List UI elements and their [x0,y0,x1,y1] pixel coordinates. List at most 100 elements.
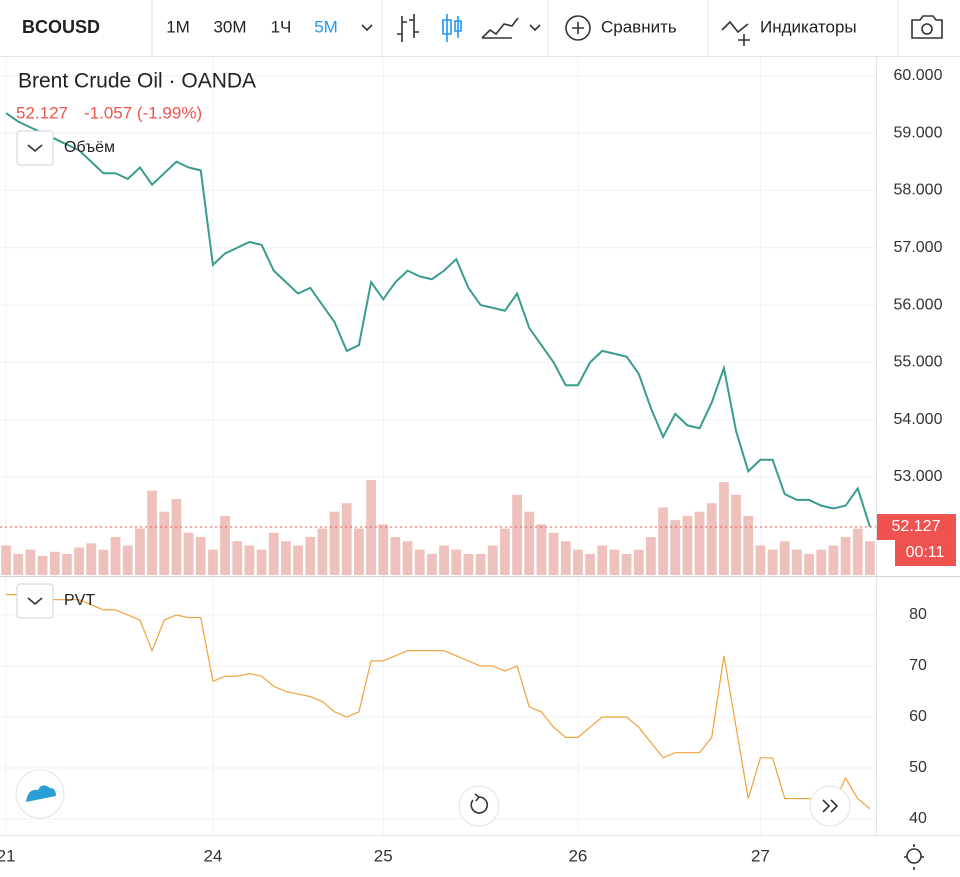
y-tick-label: 80 [909,606,927,623]
y-tick-label: 59.000 [894,124,943,141]
camera-icon[interactable] [911,15,943,39]
interval[interactable]: 1M [166,17,190,36]
last-price-label: 52.127 [892,518,941,535]
indicators-icon[interactable] [721,20,750,46]
volume-bar [414,549,425,575]
volume-bar [62,553,72,575]
chevron[interactable] [529,24,541,32]
volume-bar [305,537,316,575]
plot-area: 21 24 25 26 27 60.000 59.000 58.000 57.000 56.000… [0,58,956,865]
volume-bar [585,553,595,575]
series-line [6,593,871,810]
volume-bar [779,541,790,575]
volume-bar [293,545,303,575]
x-tick-label: 26 [568,846,587,865]
series-line [5,112,871,528]
volume-bar [621,553,632,575]
volume-bar [256,549,267,575]
countdown-tag [895,540,956,567]
volume-bar [451,549,462,575]
volume-bar [354,528,364,575]
x-tick-label: 24 [203,846,222,865]
volume-bar [122,545,133,575]
y-tick-label: 60.000 [894,67,943,84]
compare-plus[interactable] [572,22,584,34]
y-tick-label: 57.000 [894,239,943,256]
volume-bar [548,532,559,575]
collapse-button[interactable] [16,583,54,619]
y-tick-label: 55.000 [894,354,943,371]
volume-bar [317,528,328,575]
volume-bar [439,545,449,575]
volume-bar [852,528,863,575]
indicators-button[interactable]: Индикаторы [760,17,857,36]
volume-bar [792,549,802,575]
volume-bar [731,494,741,575]
collapse-button[interactable] [16,130,54,166]
volume-bar [208,549,218,575]
y-tick-label: 60 [909,708,927,725]
volume-bar [573,549,583,575]
pvt-legend: PVT [64,592,95,609]
y-tick-label: 70 [909,657,927,674]
volume-bar [865,541,875,575]
volume-bar [646,537,656,575]
compare-button[interactable]: Сравнить [601,17,677,36]
volume-bar [341,503,352,575]
reset-button[interactable] [458,785,500,827]
camera-lens[interactable] [921,23,933,35]
volume-bar [609,549,620,575]
volume-bar [427,553,437,575]
settings-icon[interactable] [904,844,924,870]
volume-bar [597,545,608,575]
volume-bar [633,549,644,575]
volume-bar [743,515,754,575]
volume-bar [37,556,48,575]
volume-bar [1,545,11,575]
volume-bar [682,515,693,575]
volume-bar [828,545,839,575]
area-icon[interactable] [481,17,519,39]
volume-bar [74,547,84,575]
logo-icon [26,785,56,802]
volume-bar [86,543,97,575]
x-tick-label: 27 [751,846,770,865]
symbol[interactable]: BCOUSD [22,17,100,37]
y-tick-label: 40 [909,810,927,827]
scroll-icon[interactable] [822,799,839,813]
y-tick-label: 53.000 [894,468,943,485]
volume-bar [220,515,230,575]
volume-bar [658,507,668,575]
volume-bar [402,541,413,575]
interval-active[interactable]: 5M [314,17,338,36]
chevron[interactable] [361,24,373,32]
compare-icon[interactable] [565,15,591,41]
volume-bar [390,537,401,575]
candles-icon[interactable] [442,14,462,42]
legend-change: -1.057 (-1.99%) [84,103,202,122]
reset-icon[interactable] [470,793,489,814]
volume-bar [159,511,170,575]
volume-bar [13,553,24,575]
volume-bar [694,511,705,575]
volume-bar [487,545,498,575]
volume-legend: Объём [64,139,115,156]
interval[interactable]: 1Ч [271,17,292,36]
countdown: 00:11 [906,544,945,561]
x-tick-label: 21 [0,846,16,865]
chevron[interactable] [27,144,43,153]
volume-bar [135,528,145,575]
bars-icon[interactable] [397,14,419,42]
volume-bar [524,511,535,575]
chevron[interactable] [27,597,43,606]
volume-bar [512,494,522,575]
interval[interactable]: 30M [213,17,246,36]
volume-bar [706,503,717,575]
volume-bar [171,499,182,575]
volume-bar [281,541,291,575]
toolbar: BCOUSD 1M 30M 1Ч 5M Сравнить Индикаторы [0,0,960,57]
volume-bar [329,511,340,575]
volume-bar [840,537,851,575]
